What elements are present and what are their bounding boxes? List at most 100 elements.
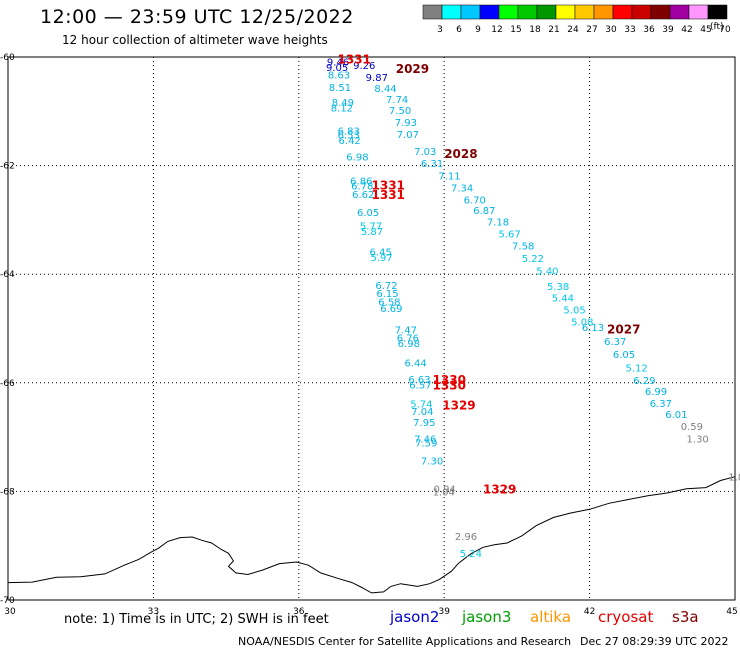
wave-height-value: 5.44 <box>552 294 574 305</box>
wave-height-value: 7.04 <box>411 407 433 418</box>
wave-height-value: 9.05 <box>326 63 348 74</box>
legend-swatch <box>707 4 728 20</box>
legend-label: 30 <box>605 25 617 35</box>
satellite-jason2: jason2 <box>390 608 440 626</box>
wave-height-value: 7.93 <box>395 118 417 129</box>
legend-label: 24 <box>567 25 579 35</box>
wave-height-value: 8.44 <box>374 84 396 95</box>
lat-tick-label: -64 <box>0 270 15 280</box>
legend-label: 45 <box>700 25 711 35</box>
satellite-cryosat: cryosat <box>598 608 654 626</box>
legend-label: 12 <box>491 25 502 35</box>
credit-timestamp: Dec 27 08:29:39 UTC 2022 <box>580 635 729 648</box>
lat-tick-label: -68 <box>0 487 15 497</box>
wave-height-value: 7.03 <box>414 147 436 158</box>
wave-height-value: 8.12 <box>331 103 353 114</box>
wave-height-value: 6.57 <box>409 380 431 391</box>
wave-height-value: 1.30 <box>687 435 709 446</box>
wave-height-value: 0.94 <box>434 485 456 496</box>
wave-height-value: 6.31 <box>421 159 443 170</box>
wave-height-value: 8.49 <box>332 98 354 109</box>
satellite-jason3: jason3 <box>462 608 512 626</box>
wave-height-value: 5.38 <box>547 282 569 293</box>
wave-height-value: 6.98 <box>398 339 420 350</box>
wave-height-value: 5.05 <box>563 305 585 316</box>
lat-tick-label: -70 <box>0 596 15 606</box>
wave-height-value: 7.95 <box>413 418 435 429</box>
wave-height-value: 6.15 <box>376 289 398 300</box>
legend-label: 3 <box>437 25 443 35</box>
wave-height-value: 1.04 <box>433 487 455 498</box>
wave-height-value: 9.26 <box>353 61 375 72</box>
wave-height-value: 6.29 <box>633 376 655 387</box>
credit-text: NOAA/NESDIS Center for Satellite Applica… <box>238 635 572 648</box>
wave-height-value: 6.37 <box>650 399 672 410</box>
wave-height-value: 6.42 <box>339 136 361 147</box>
wave-height-value: 5.40 <box>536 266 558 277</box>
wave-height-value: 6.98 <box>346 152 368 163</box>
lon-tick-label: 36 <box>293 607 305 615</box>
wave-height-value: 6.62 <box>352 190 374 201</box>
wave-height-value: 5.74 <box>410 399 432 410</box>
pass-number-label: 1331 <box>338 53 371 67</box>
legend-label: 15 <box>510 25 521 35</box>
legend-label: 36 <box>643 25 655 35</box>
coastline <box>7 476 736 594</box>
page-subtitle: 12 hour collection of altimeter wave hei… <box>62 33 328 47</box>
wave-height-value: 7.18 <box>487 218 509 229</box>
pass-number-label: 1329 <box>483 483 516 497</box>
legend-label: 42 <box>681 25 692 35</box>
pass-number-label: 2028 <box>444 147 477 161</box>
wave-height-value: 6.13 <box>582 323 604 334</box>
wave-height-value: 6.99 <box>645 387 667 398</box>
wave-height-value: 6.76 <box>397 334 419 345</box>
wave-height-value: 6.69 <box>380 304 402 315</box>
color-legend: 3 6 9 12 15 18 21 24 27 30 33 36 39 42 45 70 <box>422 4 731 35</box>
wave-height-value: 7.58 <box>512 241 534 252</box>
lat-tick-label: -66 <box>0 379 15 389</box>
lon-tick-label: 42 <box>584 607 595 615</box>
wave-height-value: 0.59 <box>681 422 703 433</box>
wave-height-value: 8.51 <box>329 83 351 94</box>
wave-height-value: 6.44 <box>404 359 426 370</box>
wave-height-value: 6.86 <box>350 176 372 187</box>
wave-height-value: 7.34 <box>451 183 473 194</box>
wave-height-value: 5.08 <box>571 317 593 328</box>
pass-number-label: 1331 <box>372 188 405 202</box>
wave-height-map: 30 33 36 39 42 45-60-62-64-66-68-709.469.058.… <box>0 53 740 615</box>
wave-height-value: 6.01 <box>665 410 687 421</box>
wave-height-value: 6.05 <box>613 350 635 361</box>
lat-tick-label: -62 <box>0 162 15 172</box>
legend-label: 70 <box>719 25 731 35</box>
legend-label: 6 <box>456 25 462 35</box>
satellite-altika: altika <box>530 608 572 626</box>
pass-number-label: 1330 <box>433 378 466 392</box>
wave-height-value: 6.53 <box>338 131 360 142</box>
lon-tick-label: 45 <box>726 607 737 615</box>
pass-number-label: 1329 <box>442 399 475 413</box>
wave-height-value: 6.37 <box>604 337 626 348</box>
wave-height-value: 9.87 <box>366 73 388 84</box>
lat-tick-label: -60 <box>0 53 15 63</box>
wave-height-value: 6.78 <box>351 182 373 193</box>
wave-height-value: 5.12 <box>625 364 647 375</box>
pass-number-label: 1330 <box>433 373 466 387</box>
wave-height-value: 1.8 <box>728 473 740 484</box>
lon-tick-label: 30 <box>4 607 16 615</box>
pass-number-label: 2027 <box>607 323 640 337</box>
wave-height-value: 7.47 <box>395 326 417 337</box>
wave-height-value: 7.07 <box>397 130 419 141</box>
wave-height-value: 5.87 <box>361 227 383 238</box>
satellite-s3a: s3a <box>672 608 699 626</box>
wave-height-value: 6.83 <box>338 126 360 137</box>
lon-tick-label: 33 <box>148 607 159 615</box>
wave-height-value: 7.30 <box>421 456 443 467</box>
wave-height-value: 5.24 <box>460 549 482 560</box>
wave-height-value: 7.11 <box>438 171 460 182</box>
wave-height-value: 7.59 <box>415 439 437 450</box>
footer-note: note: 1) Time is in UTC; 2) SWH is in fe… <box>64 612 329 627</box>
pass-number-label: 1331 <box>372 179 405 193</box>
wave-height-value: 8.63 <box>328 70 350 81</box>
lon-tick-label: 39 <box>438 607 450 615</box>
